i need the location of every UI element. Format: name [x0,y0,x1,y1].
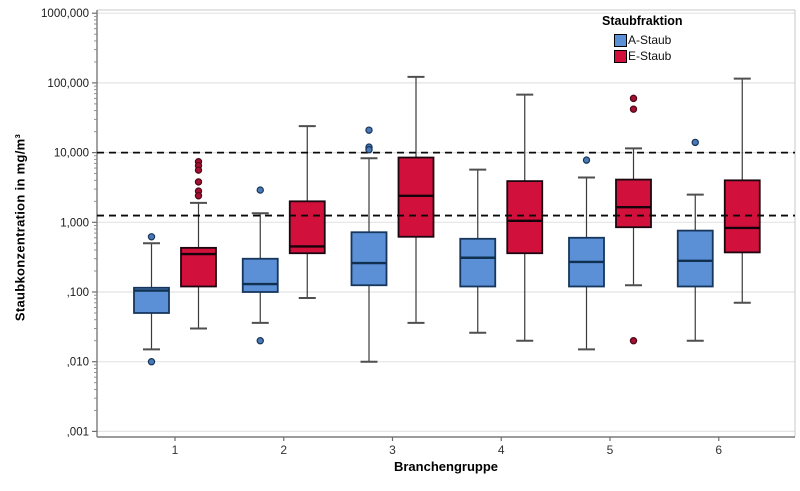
box-A-Staub-3 [350,231,388,287]
x-tick-label: 3 [389,443,396,457]
legend-label-a-staub: A-Staub [628,33,672,47]
outlier-A-Staub-3 [365,126,373,134]
y-tick-label: ,001 [67,426,89,438]
y-axis-title: Staubkonzentration in mg/m³ [12,133,28,322]
outlier-E-Staub-5 [629,337,638,345]
outlier-A-Staub-5 [582,156,591,164]
e-staub-swatch-icon [614,49,627,63]
outlier-A-Staub-1 [147,358,156,366]
legend: Staubfraktion A-Staub E-Staub [598,14,683,65]
legend-item-a-staub: A-Staub [614,33,683,47]
box-E-Staub-5 [615,178,652,229]
y-tick-label: 1,000 [60,217,89,229]
box-E-Staub-2 [288,200,326,255]
x-tick-label: 5 [607,443,614,457]
outlier-E-Staub-5 [629,94,638,103]
box-A-Staub-2 [241,257,279,293]
y-tick-label: 1000,000 [41,8,89,20]
x-tick-label: 2 [280,443,287,457]
outlier-E-Staub-5 [629,105,638,113]
outlier-A-Staub-1 [147,233,156,241]
box-A-Staub-6 [676,229,714,288]
y-tick-label: ,100 [67,287,89,299]
legend-item-e-staub: E-Staub [614,49,683,63]
outlier-E-Staub-1 [194,166,203,174]
box-A-Staub-1 [133,286,170,314]
box-E-Staub-3 [397,156,435,238]
outlier-A-Staub-2 [256,337,264,345]
box-E-Staub-4 [506,180,544,255]
box-A-Staub-4 [459,237,497,288]
outlier-A-Staub-2 [256,186,264,194]
y-tick-label: 10,000 [54,148,89,160]
x-axis-title: Branchengruppe [393,459,498,474]
box-E-Staub-6 [723,179,761,254]
y-tick-label: ,010 [67,357,89,369]
outlier-E-Staub-1 [194,178,203,186]
outlier-A-Staub-6 [691,138,699,147]
x-tick-label: 1 [172,443,179,457]
x-tick-label: 6 [715,443,722,457]
x-tick-label: 4 [498,443,505,457]
outlier-A-Staub-3 [365,146,373,154]
legend-title: Staubfraktion [602,14,683,28]
legend-label-e-staub: E-Staub [628,49,672,63]
y-tick-label: 100,000 [47,78,89,90]
outlier-E-Staub-1 [194,192,203,200]
a-staub-swatch-icon [614,33,627,47]
